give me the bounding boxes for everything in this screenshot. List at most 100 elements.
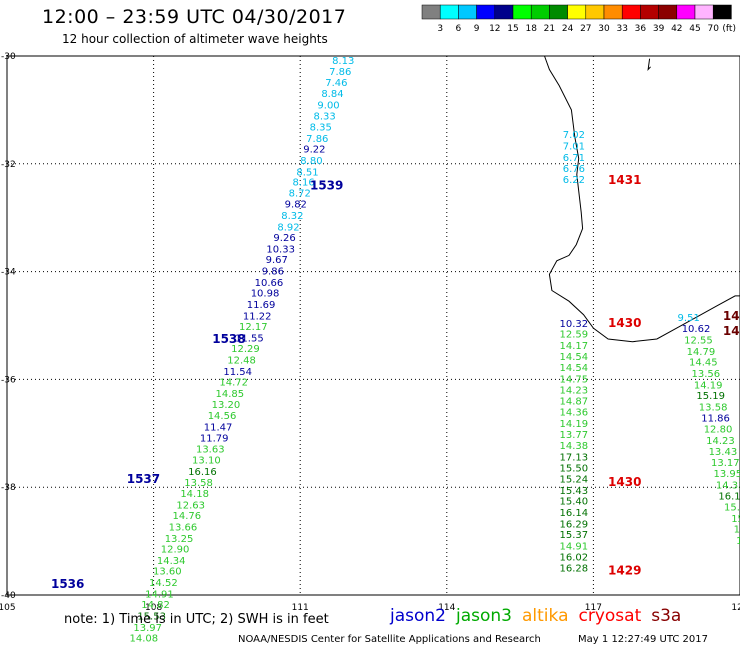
wave-height-reading: 13.43 [709, 447, 738, 458]
wave-height-reading: 11.79 [200, 434, 229, 445]
wave-height-reading: 14.54 [560, 352, 589, 363]
wave-height-reading: 14.75 [560, 374, 589, 385]
scale-swatch [712, 4, 732, 20]
wave-height-reading: 10.98 [251, 289, 280, 300]
wave-height-reading: 8.84 [321, 89, 343, 100]
legend-jason2: jason2 [390, 606, 446, 626]
wave-height-reading: 12.80 [704, 424, 733, 435]
scale-label: 70 [707, 24, 719, 34]
wave-height-reading: 14.08 [130, 634, 159, 645]
wave-height-reading: 14.36 [560, 408, 589, 419]
wave-height-reading: 14.45 [689, 358, 718, 369]
wave-height-reading: 15.19 [696, 391, 725, 402]
scale-label: 24 [562, 24, 574, 34]
scale-label: 42 [671, 24, 682, 34]
scale-label: 45 [689, 24, 700, 34]
wave-height-reading: 15.50 [560, 463, 589, 474]
wave-height-reading: 15.43 [560, 486, 589, 497]
wave-height-reading: 8.33 [314, 111, 336, 122]
wave-height-reading: 12.55 [684, 336, 713, 347]
wave-height-reading: 6.71 [563, 153, 585, 164]
legend-s3a: s3a [651, 606, 682, 626]
wave-height-reading: 9.26 [273, 233, 295, 244]
wave-height-reading: 17 [734, 525, 740, 536]
map-frame [6, 55, 740, 596]
wave-height-reading: 11.69 [247, 300, 276, 311]
wave-height-reading: 13.77 [560, 430, 589, 441]
wave-height-reading: 14.52 [149, 578, 178, 589]
lon-tick-label: 117 [585, 603, 602, 613]
wave-height-reading: 11.22 [243, 311, 272, 322]
wave-height-reading: 12.48 [227, 355, 256, 366]
legend-altika: altika [522, 606, 569, 626]
lat-tick-label: -30 [1, 52, 16, 62]
wave-height-reading: 17.13 [560, 452, 589, 463]
wave-height-reading: 13.66 [169, 523, 198, 534]
wave-height-reading: 15.0 [724, 503, 740, 514]
pass-time-label: 1430 [608, 316, 641, 330]
pass-time-label: 1431 [608, 173, 641, 187]
wave-height-reading: 16.14 [560, 508, 589, 519]
wave-height-reading: 12.90 [161, 545, 190, 556]
wave-height-reading: 14.72 [219, 378, 248, 389]
pass-time-label: 1430 [608, 475, 641, 489]
wave-height-reading: 15.53 [137, 611, 166, 622]
wave-height-reading: 10.62 [682, 324, 711, 335]
wave-height-reading: 14.23 [706, 436, 735, 447]
wave-height-reading: 10.66 [255, 278, 284, 289]
map-title: 12:00 – 23:59 UTC 04/30/2017 [42, 6, 347, 28]
wave-height-reading: 7.01 [563, 141, 585, 152]
wave-height-reading: 8.35 [310, 123, 332, 134]
wave-height-reading: 14.19 [560, 419, 589, 430]
pass-time-label: 1429 [723, 324, 740, 338]
wave-height-reading: 6.22 [563, 175, 585, 186]
wave-height-reading: 9.51 [678, 313, 700, 324]
footnote: note: 1) Time is in UTC; 2) SWH is in fe… [64, 612, 329, 627]
wave-height-reading: 16 [736, 536, 740, 547]
wave-height-reading: 13.10 [192, 456, 221, 467]
wave-height-reading: 14.56 [208, 411, 237, 422]
wave-height-reading: 10.32 [560, 319, 589, 330]
wave-height-reading: 14.23 [560, 386, 589, 397]
pass-time-label: 1538 [212, 332, 245, 346]
wave-height-reading: 13.58 [699, 402, 728, 413]
wave-height-reading: 13.56 [691, 369, 720, 380]
wave-height-reading: 15.37 [560, 530, 589, 541]
wave-height-reading: 13.63 [196, 444, 225, 455]
pass-time-label: 1429 [608, 564, 641, 578]
wave-height-reading: 15.24 [560, 475, 589, 486]
scale-label: 18 [525, 24, 537, 34]
wave-height-reading: 14.18 [180, 489, 209, 500]
wave-height-reading: 8.80 [300, 156, 322, 167]
wave-height-reading: 6.76 [563, 164, 585, 175]
wave-height-reading: 14.33 [716, 481, 740, 492]
pass-time-label: 1536 [51, 577, 84, 591]
pass-time-label: 1537 [127, 472, 160, 486]
scale-label: 3 [437, 24, 443, 34]
wave-height-reading: 7.46 [325, 78, 347, 89]
lon-tick-label: 108 [145, 603, 162, 613]
wave-height-reading: 16.02 [560, 553, 589, 564]
coastline [544, 55, 740, 343]
wave-height-reading: 14.79 [687, 347, 716, 358]
wave-height-reading: 16.29 [560, 519, 589, 530]
color-scale: 3 6 9 12 15 18 21 24 27 30 33 36 39 42 45 70 (ft) [421, 4, 736, 34]
wave-height-reading: 11.54 [223, 367, 252, 378]
wave-height-reading: 11.47 [204, 422, 233, 433]
satellite-legend: jason2 jason3 altika cryosat s3a [390, 606, 691, 626]
scale-label: 27 [580, 24, 591, 34]
wave-height-reading: 12.59 [560, 330, 589, 341]
scale-label: 9 [474, 24, 480, 34]
wave-height-reading: 8.32 [281, 211, 303, 222]
wave-height-reading: 15.40 [560, 497, 589, 508]
wave-height-reading: 13.97 [133, 623, 162, 634]
lat-tick-label: -36 [1, 375, 16, 385]
pass-time-label: 1539 [310, 178, 343, 192]
map-subtitle: 12 hour collection of altimeter wave hei… [62, 32, 328, 46]
scale-label: 33 [616, 24, 627, 34]
wave-height-reading: 13.58 [184, 478, 213, 489]
credit-text: NOAA/NESDIS Center for Satellite Applica… [238, 634, 541, 645]
wave-height-reading: 12.29 [231, 344, 260, 355]
wave-height-reading: 16.28 [560, 564, 589, 575]
